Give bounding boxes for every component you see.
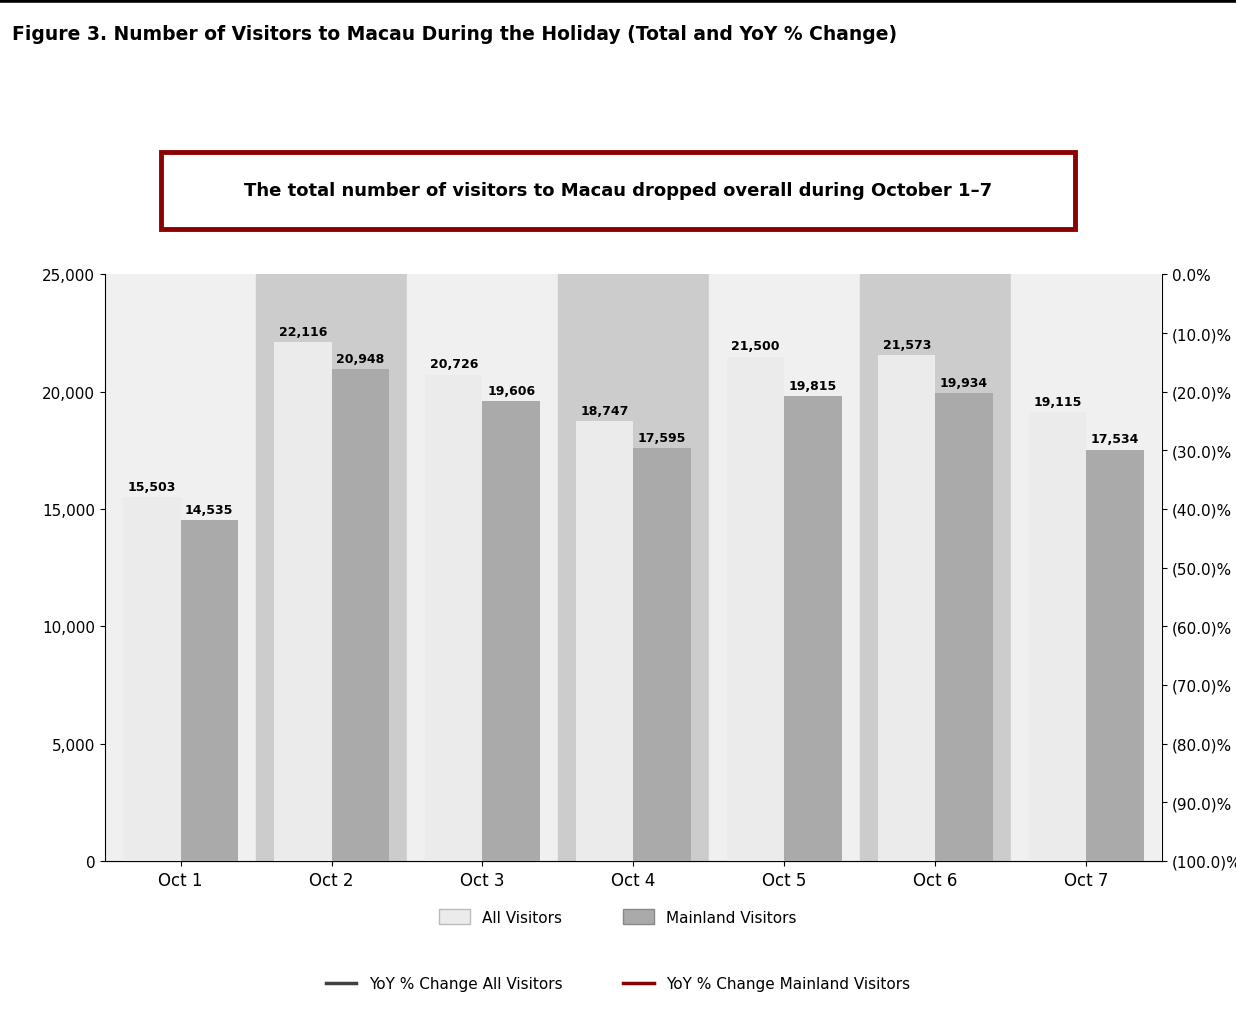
Text: (87.5)%: (87.5)% [153,764,208,777]
Text: (85.9)%: (85.9)% [455,755,510,768]
Bar [785,396,842,861]
Text: 19,815: 19,815 [789,379,837,392]
Bar [936,394,993,861]
Text: 17,534: 17,534 [1091,433,1140,446]
Text: 22,116: 22,116 [278,325,328,338]
Text: (88.5)%: (88.5)% [153,804,208,817]
Text: 19,606: 19,606 [487,384,535,397]
Text: (86.7)%: (86.7)% [756,794,812,807]
Text: 19,934: 19,934 [941,377,988,389]
Text: 19,115: 19,115 [1033,395,1082,409]
Bar [860,275,1011,861]
Bar [709,275,860,861]
Text: (75.3)%: (75.3)% [1059,727,1114,740]
Text: 18,747: 18,747 [581,405,629,418]
Text: (87.8)%: (87.8)% [606,800,661,813]
Bar [256,275,407,861]
Text: The total number of visitors to Macau dropped overall during October 1–7: The total number of visitors to Macau dr… [243,182,993,200]
Bar [274,342,331,861]
Bar [425,375,482,861]
FancyBboxPatch shape [161,153,1075,229]
Bar [727,357,785,861]
Text: (66.9)%: (66.9)% [1059,644,1114,656]
Text: (82.7)%: (82.7)% [907,770,963,784]
Bar [633,448,691,861]
Bar [1011,275,1162,861]
Bar [557,275,709,861]
Legend: All Visitors, Mainland Visitors: All Visitors, Mainland Visitors [440,909,796,925]
Text: 21,500: 21,500 [732,340,780,353]
Bar [407,275,557,861]
Bar [331,370,389,861]
Text: (86.4)%: (86.4)% [606,758,661,770]
Bar [1030,413,1086,861]
Text: (86.1)%: (86.1)% [304,790,358,803]
Bar [878,356,936,861]
Text: (85.0)%: (85.0)% [304,750,360,762]
Text: 20,726: 20,726 [430,358,478,371]
Text: (77.2)%: (77.2)% [907,704,963,717]
Bar [105,275,256,861]
Text: Figure 3. Number of Visitors to Macau During the Holiday (Total and YoY % Change: Figure 3. Number of Visitors to Macau Du… [12,25,897,45]
Text: 20,948: 20,948 [336,353,384,366]
Legend: YoY % Change All Visitors, YoY % Change Mainland Visitors: YoY % Change All Visitors, YoY % Change … [326,976,910,991]
Bar [1086,450,1143,861]
Text: 17,595: 17,595 [638,431,686,444]
Text: (87.2)%: (87.2)% [455,797,510,809]
Text: (84.5)%: (84.5)% [756,747,812,760]
Bar [482,401,540,861]
Text: 15,503: 15,503 [127,481,176,493]
Bar [180,521,237,861]
Bar [124,497,180,861]
Bar [576,422,633,861]
Text: 21,573: 21,573 [883,338,931,352]
Text: 14,535: 14,535 [185,503,234,517]
